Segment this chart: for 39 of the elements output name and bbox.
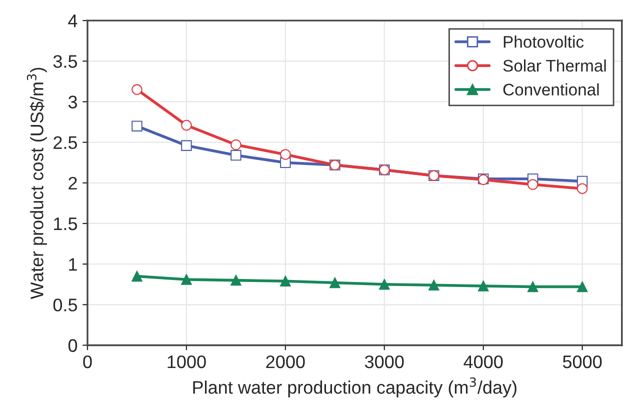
point [527,179,538,190]
y-tick-label: 2.5 [54,136,78,150]
y-tick-label: 2 [68,176,77,190]
point [330,277,340,288]
x-tick-label: 0 [83,355,92,368]
legend-label: Conventional [503,83,599,96]
x-tick-label: 3000 [364,355,404,368]
point [230,274,242,286]
point [132,120,142,132]
y-tick-label: 3.5 [53,55,78,68]
point [378,278,390,290]
point [132,270,142,282]
y-tick-label: 0 [68,339,78,352]
x-axis-title: Plant water production capacity (m$^{3}$/day) [193,377,516,398]
y-tick-label: 1.5 [54,218,78,230]
point [576,281,588,292]
point [230,139,242,150]
x-tick-label: 5000 [562,355,602,368]
y-tick-label: 0.5 [53,298,78,312]
x-tick-label: 1000 [168,355,206,368]
y-axis-title: Water product cost (US$/m$^{3}$) [26,68,47,300]
point [280,276,291,286]
point [230,150,242,161]
point [527,281,538,292]
point [428,280,440,291]
point [181,120,192,131]
x-tick-label: 4000 [464,355,503,368]
point [280,149,291,160]
point [576,183,588,194]
x-tick-label: 2000 [266,355,305,368]
point [132,84,142,95]
y-tick-label: 1 [69,258,77,271]
y-tick-label: 4 [68,14,78,28]
y-tick-label: 3 [68,96,77,108]
point [478,280,489,292]
point [181,274,192,285]
point [181,140,192,151]
legend-label: Solar Thermal [503,59,606,72]
legend-label: Photovoltic [504,36,584,48]
